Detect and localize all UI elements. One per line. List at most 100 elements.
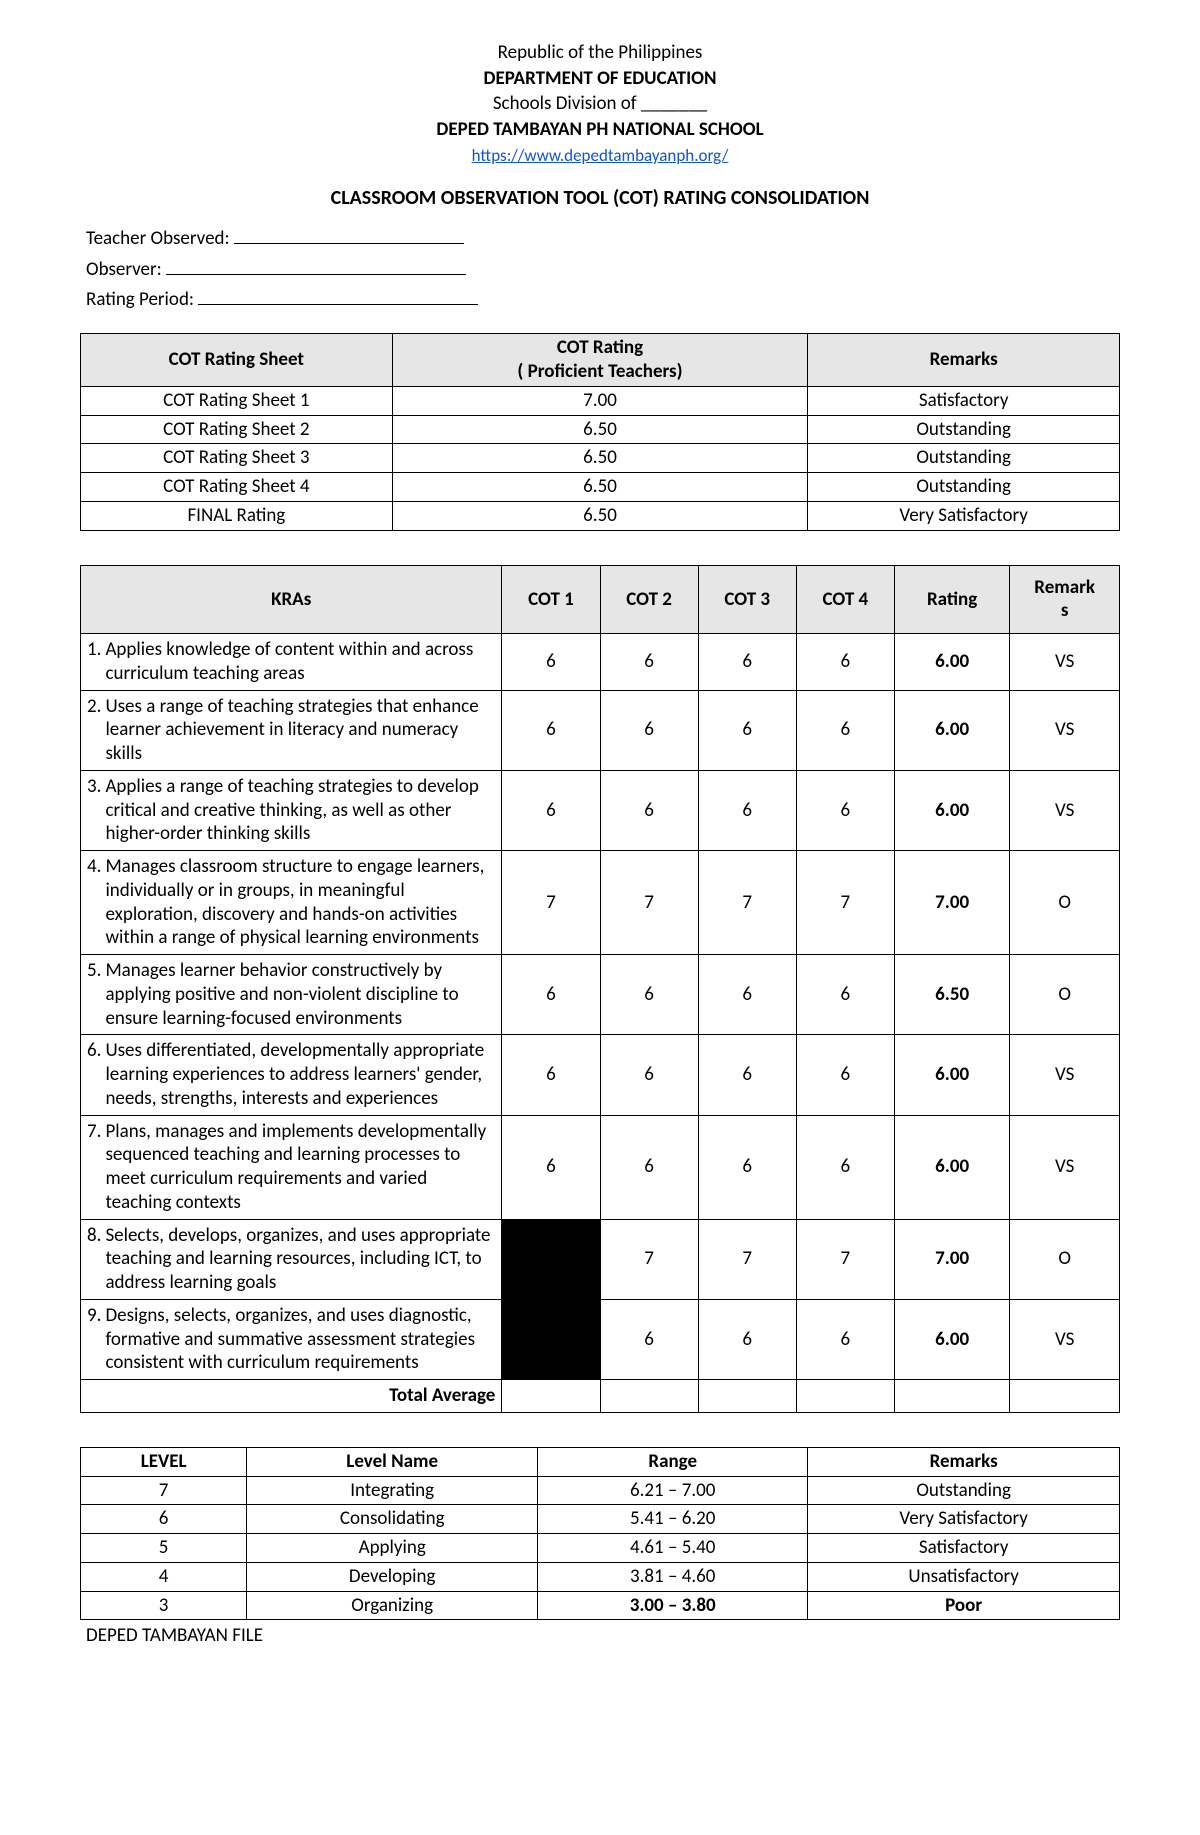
level-legend-table: LEVELLevel NameRangeRemarks 7Integrating…: [80, 1447, 1120, 1621]
remarks-cell: VS: [1010, 690, 1120, 770]
kra-description: 4.Manages classroom structure to engage …: [81, 851, 502, 955]
table-cell: FINAL Rating: [81, 501, 393, 530]
total-cell: [796, 1380, 894, 1413]
table-cell: COT Rating Sheet 2: [81, 415, 393, 444]
rating-cell: 6.00: [894, 1035, 1009, 1115]
cot-score-cell: 6: [796, 1115, 894, 1219]
cot-score-cell: 6: [502, 770, 600, 850]
table-cell: 6.50: [392, 415, 808, 444]
legend-cell: Applying: [247, 1534, 538, 1563]
t1-header: Remarks: [808, 334, 1120, 387]
rating-cell: 6.00: [894, 690, 1009, 770]
legend-cell: Integrating: [247, 1476, 538, 1505]
cot-score-cell: 6: [600, 690, 698, 770]
cot-score-cell: 7: [796, 1219, 894, 1299]
cot-score-cell: 6: [698, 955, 796, 1035]
cot-score-cell: [502, 1219, 600, 1299]
remarks-cell: VS: [1010, 1115, 1120, 1219]
table-row: 5.Manages learner behavior constructivel…: [81, 955, 1120, 1035]
cot-score-cell: 6: [698, 770, 796, 850]
field-teacher-label: Teacher Observed:: [86, 227, 234, 250]
table-row: 4Developing3.81 – 4.60Unsatisfactory: [81, 1562, 1120, 1591]
cot-score-cell: 6: [600, 1299, 698, 1379]
kra-description: 8.Selects, develops, organizes, and uses…: [81, 1219, 502, 1299]
legend-cell: 5: [81, 1534, 247, 1563]
header-link[interactable]: https://www.depedtambayanph.org/: [472, 145, 729, 166]
header-line-division: Schools Division of _______: [80, 91, 1120, 117]
t1-header: COT Rating( Proficient Teachers): [392, 334, 808, 387]
document-header: Republic of the Philippines DEPARTMENT O…: [80, 40, 1120, 168]
table-row: 7.Plans, manages and implements developm…: [81, 1115, 1120, 1219]
table-cell: COT Rating Sheet 1: [81, 386, 393, 415]
table-row: 6Consolidating5.41 – 6.20Very Satisfacto…: [81, 1505, 1120, 1534]
table-cell: Outstanding: [808, 415, 1120, 444]
table-cell: Very Satisfactory: [808, 501, 1120, 530]
field-teacher-blank[interactable]: [234, 225, 464, 244]
cot-score-cell: 7: [698, 851, 796, 955]
legend-cell: Organizing: [247, 1591, 538, 1620]
cot-score-cell: 6: [698, 1035, 796, 1115]
legend-cell: 4: [81, 1562, 247, 1591]
table-cell: 6.50: [392, 444, 808, 473]
field-observer-blank[interactable]: [166, 256, 466, 275]
t2-header: COT 3: [698, 565, 796, 634]
field-period-label: Rating Period:: [86, 288, 198, 311]
total-cell: [894, 1380, 1009, 1413]
kra-description: 5.Manages learner behavior constructivel…: [81, 955, 502, 1035]
total-cell: [1010, 1380, 1120, 1413]
remarks-cell: VS: [1010, 1299, 1120, 1379]
total-average-row: Total Average: [81, 1380, 1120, 1413]
cot-score-cell: 6: [502, 690, 600, 770]
table-row: 5Applying4.61 – 5.40Satisfactory: [81, 1534, 1120, 1563]
rating-cell: 6.00: [894, 1115, 1009, 1219]
field-observer: Observer:: [86, 255, 1120, 285]
table-cell: Outstanding: [808, 473, 1120, 502]
total-average-label: Total Average: [81, 1380, 502, 1413]
table-cell: COT Rating Sheet 3: [81, 444, 393, 473]
table-cell: COT Rating Sheet 4: [81, 473, 393, 502]
header-division-blank: _______: [641, 92, 707, 115]
t2-header: Remarks: [1010, 565, 1120, 634]
remarks-cell: O: [1010, 851, 1120, 955]
remarks-cell: O: [1010, 955, 1120, 1035]
table-row: COT Rating Sheet 17.00Satisfactory: [81, 386, 1120, 415]
cot-score-cell: 6: [796, 955, 894, 1035]
table-cell: 7.00: [392, 386, 808, 415]
legend-cell: Consolidating: [247, 1505, 538, 1534]
field-observer-label: Observer:: [86, 258, 166, 281]
rating-cell: 6.50: [894, 955, 1009, 1035]
kra-ratings-table: KRAsCOT 1COT 2COT 3COT 4RatingRemarks 1.…: [80, 565, 1120, 1413]
cot-score-cell: 7: [796, 851, 894, 955]
t2-header: COT 2: [600, 565, 698, 634]
legend-cell: 3.00 – 3.80: [538, 1591, 808, 1620]
legend-cell: Outstanding: [808, 1476, 1120, 1505]
legend-cell: 6: [81, 1505, 247, 1534]
cot-score-cell: 7: [600, 1219, 698, 1299]
kra-description: 9.Designs, selects, organizes, and uses …: [81, 1299, 502, 1379]
footer-text: DEPED TAMBAYAN FILE: [86, 1624, 1120, 1647]
table-row: FINAL Rating6.50Very Satisfactory: [81, 501, 1120, 530]
table-row: 6.Uses differentiated, developmentally a…: [81, 1035, 1120, 1115]
cot-score-cell: 6: [502, 1115, 600, 1219]
t3-header: LEVEL: [81, 1447, 247, 1476]
form-fields: Teacher Observed: Observer: Rating Perio…: [86, 224, 1120, 315]
kra-description: 7.Plans, manages and implements developm…: [81, 1115, 502, 1219]
table-row: 3.Applies a range of teaching strategies…: [81, 770, 1120, 850]
total-cell: [698, 1380, 796, 1413]
cot-score-cell: 6: [698, 1115, 796, 1219]
t3-header: Level Name: [247, 1447, 538, 1476]
cot-score-cell: 6: [502, 634, 600, 691]
cot-score-cell: 6: [600, 634, 698, 691]
header-line-department: DEPARTMENT OF EDUCATION: [80, 66, 1120, 92]
kra-description: 2.Uses a range of teaching strategies th…: [81, 690, 502, 770]
cot-score-cell: 6: [796, 1299, 894, 1379]
field-period-blank[interactable]: [198, 286, 478, 305]
cot-rating-summary-table: COT Rating SheetCOT Rating( Proficient T…: [80, 333, 1120, 530]
header-line-school: DEPED TAMBAYAN PH NATIONAL SCHOOL: [80, 117, 1120, 143]
rating-cell: 6.00: [894, 634, 1009, 691]
cot-score-cell: 6: [796, 770, 894, 850]
table-cell: Outstanding: [808, 444, 1120, 473]
kra-description: 3.Applies a range of teaching strategies…: [81, 770, 502, 850]
legend-cell: Developing: [247, 1562, 538, 1591]
cot-score-cell: 6: [698, 634, 796, 691]
